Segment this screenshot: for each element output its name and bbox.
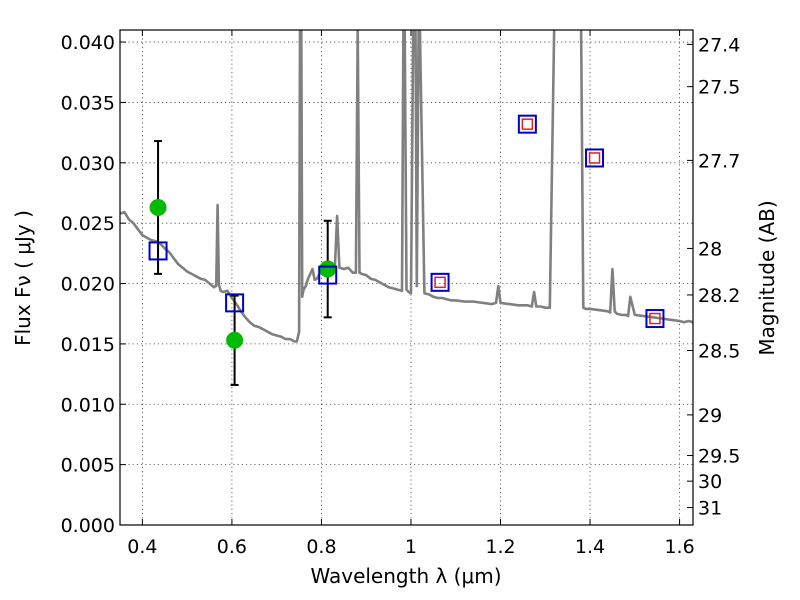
model-point bbox=[318, 265, 338, 285]
magnitude-tick-label: 31 bbox=[698, 498, 722, 520]
x-tick-label: 1 bbox=[405, 536, 417, 558]
x-tick-label: 1.6 bbox=[664, 536, 694, 558]
y-tick-label: 0.015 bbox=[61, 334, 115, 356]
y-tick-label: 0.005 bbox=[61, 455, 115, 477]
x-tick-label: 1.4 bbox=[575, 536, 605, 558]
y-tick-label: 0.000 bbox=[61, 515, 115, 537]
observed-point bbox=[319, 260, 337, 278]
model-photometry bbox=[148, 114, 665, 329]
observed-point bbox=[149, 198, 167, 216]
x-tick-label: 0.8 bbox=[306, 536, 336, 558]
predicted-point-inner bbox=[649, 312, 661, 325]
observed-photometry bbox=[149, 198, 337, 349]
magnitude-tick-label: 29 bbox=[698, 405, 722, 427]
observed-point bbox=[226, 331, 244, 349]
predicted-point bbox=[517, 114, 537, 134]
plot-frame bbox=[119, 29, 694, 526]
magnitude-tick-label: 28.2 bbox=[698, 285, 740, 307]
y-tick-label: 0.010 bbox=[61, 394, 115, 416]
sed-spectrum-line bbox=[120, 30, 693, 343]
model-point bbox=[148, 241, 168, 261]
magnitude-tick-label: 30 bbox=[698, 471, 722, 493]
magnitude-tick-label: 28.5 bbox=[698, 340, 740, 362]
magnitude-tick-label: 27.7 bbox=[698, 150, 740, 172]
y-axis-label: Flux Fν ( μJy ) bbox=[11, 210, 35, 346]
y-tick-label: 0.030 bbox=[61, 153, 115, 175]
magnitude-tick-label: 29.5 bbox=[698, 446, 740, 468]
predicted-point-inner bbox=[521, 118, 534, 130]
error-bars bbox=[154, 140, 332, 386]
predicted-point-inner bbox=[588, 152, 601, 164]
x-tick-label: 1.2 bbox=[485, 536, 515, 558]
y-axis-ticks: 0.000 0.005 0.010 0.015 0.020 0.025 0.030 0.035… bbox=[61, 32, 126, 537]
magnitude-axis-label: Magnitude (AB) bbox=[755, 200, 779, 355]
magnitude-tick-label: 27.4 bbox=[698, 34, 740, 56]
y-tick-label: 0.035 bbox=[61, 92, 115, 114]
y-tick-label: 0.025 bbox=[61, 213, 115, 235]
sed-spectrum bbox=[120, 30, 693, 343]
magnitude-axis-ticks: 27.4 27.5 27.7 28 28.2 28.5 29 29.5 30 31 bbox=[687, 34, 740, 520]
predicted-point-inner bbox=[434, 276, 446, 289]
y-tick-label: 0.040 bbox=[61, 32, 115, 54]
predicted-point bbox=[585, 148, 605, 168]
y-tick-label: 0.020 bbox=[61, 274, 115, 296]
predicted-point bbox=[430, 272, 450, 292]
magnitude-tick-label: 27.5 bbox=[698, 77, 740, 99]
predicted-point bbox=[645, 309, 665, 329]
magnitude-tick-label: 28 bbox=[698, 238, 722, 260]
x-tick-label: 0.4 bbox=[127, 536, 157, 558]
x-axis-label: Wavelength λ (μm) bbox=[310, 564, 501, 588]
x-axis-ticks: 0.4 0.6 0.8 1 1.2 1.4 1.6 bbox=[127, 30, 695, 558]
x-tick-label: 0.6 bbox=[217, 536, 247, 558]
model-point bbox=[225, 293, 245, 313]
